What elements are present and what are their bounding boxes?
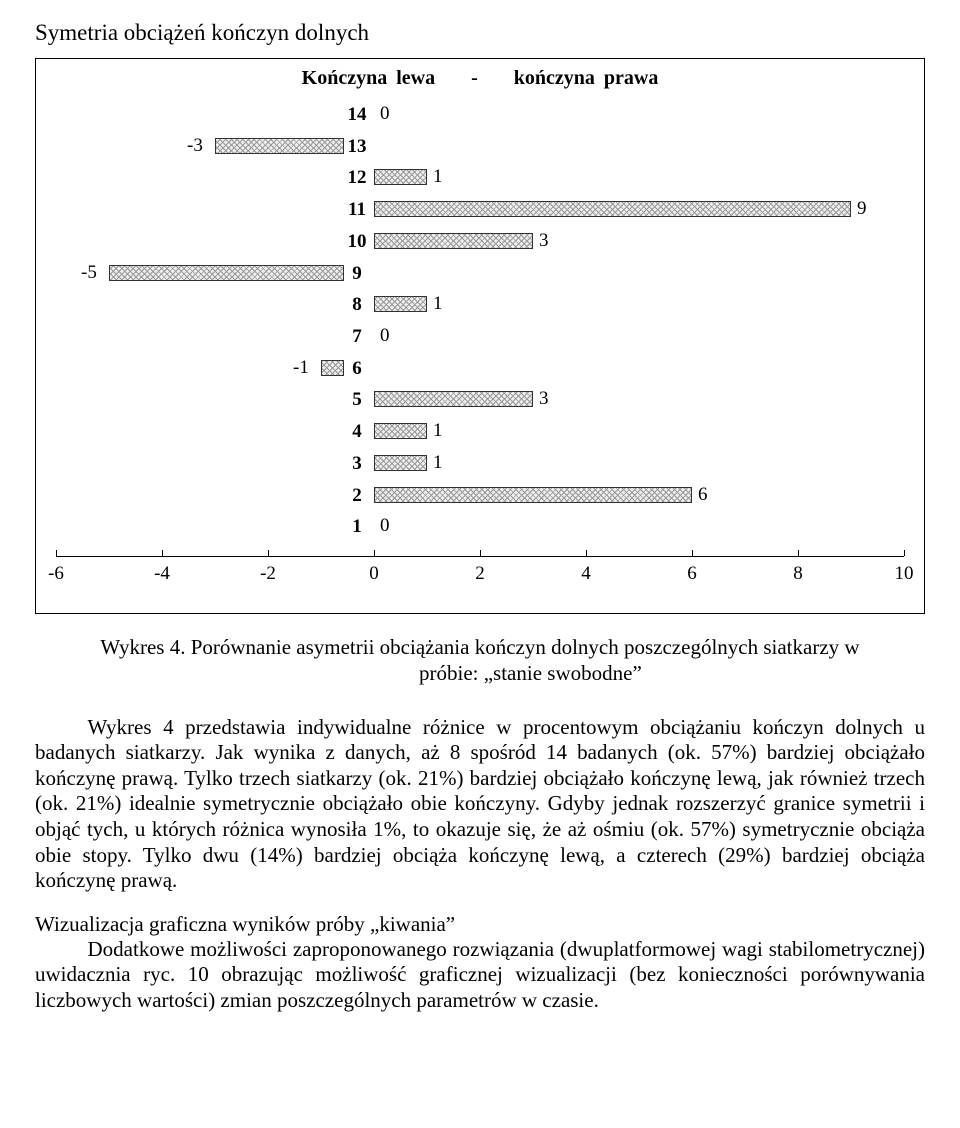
chart-legend-header: Kończyna lewa - kończyna prawa bbox=[56, 67, 904, 90]
paragraph-2: Dodatkowe możliwości zaproponowanego roz… bbox=[35, 937, 925, 1014]
value-label-left: -3 bbox=[187, 135, 203, 157]
x-tick-label: -4 bbox=[154, 563, 170, 585]
category-label: 9 bbox=[344, 263, 370, 285]
category-label: 13 bbox=[344, 136, 370, 158]
chart-plot-area: 14013-31211191039-581706-15341312610 bbox=[56, 96, 904, 557]
chart-row: 6 -1 bbox=[56, 354, 904, 382]
legend-right: kończyna prawa bbox=[514, 67, 659, 89]
figure-caption: Wykres 4. Porównanie asymetrii obciążani… bbox=[95, 634, 865, 687]
bar-right bbox=[374, 487, 692, 503]
x-tick-label: 8 bbox=[793, 563, 803, 585]
value-label-right: 1 bbox=[433, 420, 443, 442]
bar-right bbox=[374, 391, 533, 407]
category-label: 1 bbox=[344, 516, 370, 538]
chart-row: 70 bbox=[56, 322, 904, 350]
value-label-right: 3 bbox=[539, 388, 549, 410]
chart-row: 12 1 bbox=[56, 163, 904, 191]
value-label-right: 0 bbox=[380, 103, 390, 125]
paragraph-1: Wykres 4 przedstawia indywidualne różnic… bbox=[35, 715, 925, 894]
chart-row: 26 bbox=[56, 481, 904, 509]
legend-sep: - bbox=[471, 67, 478, 89]
category-label: 14 bbox=[344, 104, 370, 126]
legend-left: Kończyna lewa bbox=[302, 67, 435, 89]
bar-right bbox=[374, 169, 427, 185]
chart-row: 9 -5 bbox=[56, 259, 904, 287]
value-label-left: -1 bbox=[293, 357, 309, 379]
x-tick-label: 4 bbox=[581, 563, 591, 585]
value-label-right: 6 bbox=[698, 484, 708, 506]
x-tick-label: 6 bbox=[687, 563, 697, 585]
bar-right bbox=[374, 455, 427, 471]
chart-title: Symetria obciążeń kończyn dolnych bbox=[35, 20, 925, 46]
bar-left bbox=[215, 138, 344, 154]
x-tick-label: -2 bbox=[260, 563, 276, 585]
category-label: 12 bbox=[344, 167, 370, 189]
x-tick-label: 2 bbox=[475, 563, 485, 585]
value-label-right: 9 bbox=[857, 198, 867, 220]
chart-row: 14 0 bbox=[56, 100, 904, 128]
bar-left bbox=[321, 360, 344, 376]
chart-row: 81 bbox=[56, 290, 904, 318]
chart-row: 31 bbox=[56, 449, 904, 477]
value-label-right: 1 bbox=[433, 452, 443, 474]
category-label: 2 bbox=[344, 485, 370, 507]
value-label-right: 0 bbox=[380, 515, 390, 537]
category-label: 4 bbox=[344, 421, 370, 443]
chart-row: 41 bbox=[56, 417, 904, 445]
chart-row: 53 bbox=[56, 385, 904, 413]
chart-row: 10 bbox=[56, 512, 904, 540]
category-label: 7 bbox=[344, 326, 370, 348]
value-label-right: 1 bbox=[433, 166, 443, 188]
category-label: 3 bbox=[344, 453, 370, 475]
bar-right bbox=[374, 233, 533, 249]
value-label-left: -5 bbox=[81, 262, 97, 284]
bar-left bbox=[109, 265, 344, 281]
bar-right bbox=[374, 296, 427, 312]
category-label: 10 bbox=[344, 231, 370, 253]
chart-row: 13 -3 bbox=[56, 132, 904, 160]
chart-row: 11 9 bbox=[56, 195, 904, 223]
bar-right bbox=[374, 423, 427, 439]
x-tick-label: 0 bbox=[369, 563, 379, 585]
x-tick-label: 10 bbox=[895, 563, 914, 585]
x-tick-label: -6 bbox=[48, 563, 64, 585]
category-label: 6 bbox=[344, 358, 370, 380]
category-label: 11 bbox=[344, 199, 370, 221]
value-label-right: 0 bbox=[380, 325, 390, 347]
chart-row: 10 3 bbox=[56, 227, 904, 255]
value-label-right: 3 bbox=[539, 230, 549, 252]
chart-container: Kończyna lewa - kończyna prawa 14013-312… bbox=[35, 58, 925, 614]
value-label-right: 1 bbox=[433, 293, 443, 315]
section-heading: Wizualizacja graficzna wyników próby „ki… bbox=[35, 912, 925, 937]
chart-x-axis: -6-4-20246810 bbox=[56, 563, 904, 593]
category-label: 5 bbox=[344, 389, 370, 411]
category-label: 8 bbox=[344, 294, 370, 316]
bar-right bbox=[374, 201, 851, 217]
